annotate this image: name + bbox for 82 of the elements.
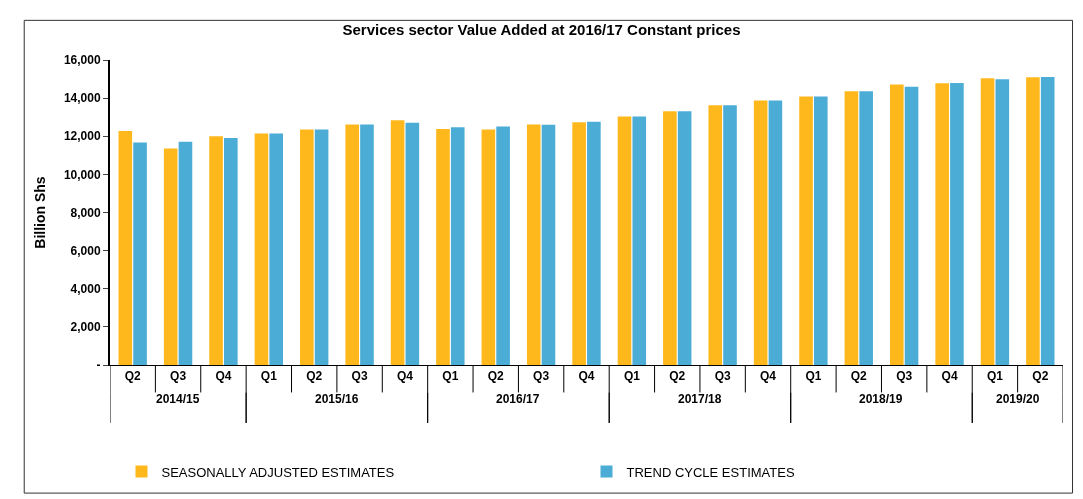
bar — [904, 86, 919, 365]
bar — [526, 124, 541, 365]
y-tick-label: 2,000 — [70, 320, 101, 335]
category-label: Q3 — [170, 369, 187, 384]
category-label: Q3 — [533, 369, 550, 384]
chart-title: Services sector Value Added at 2016/17 Constant prices — [342, 21, 741, 39]
bar — [133, 142, 147, 365]
bar — [178, 141, 193, 365]
bar — [269, 133, 284, 365]
bar — [995, 79, 1010, 365]
category-label: 2014/15 — [156, 392, 200, 406]
y-axis-title: Billion Shs — [32, 176, 48, 249]
category-label: Q4 — [760, 369, 777, 384]
category-label: Q3 — [714, 369, 731, 384]
y-tick-label: - — [96, 358, 101, 373]
bar — [360, 124, 374, 365]
bar — [300, 129, 314, 365]
y-tick-label: 16,000 — [63, 53, 101, 68]
y-tick-label: 4,000 — [70, 281, 101, 296]
category-label: Q1 — [442, 369, 459, 384]
category-label: Q2 — [124, 369, 141, 384]
bar — [723, 105, 737, 365]
bar — [405, 122, 420, 365]
bar — [254, 133, 269, 365]
legend-label: TREND CYCLE ESTIMATES — [626, 464, 795, 480]
bar — [889, 84, 904, 365]
bar — [677, 111, 692, 365]
bar — [980, 78, 995, 365]
category-label: Q2 — [1032, 369, 1049, 384]
bar — [541, 124, 556, 365]
category-label: Q3 — [896, 369, 913, 384]
category-label: Q1 — [260, 369, 277, 384]
bar — [663, 111, 677, 365]
bar — [118, 131, 133, 365]
y-tick-label: 6,000 — [70, 243, 101, 258]
bar — [163, 148, 178, 365]
category-label: 2017/18 — [678, 392, 722, 406]
bar — [859, 91, 873, 365]
bar — [450, 127, 465, 365]
y-tick-label: 8,000 — [70, 205, 101, 220]
category-label: Q2 — [850, 369, 867, 384]
category-label: 2016/17 — [496, 392, 540, 406]
bar — [768, 100, 783, 365]
category-label: Q1 — [623, 369, 640, 384]
bar — [224, 137, 238, 365]
bar — [708, 105, 723, 365]
bar — [496, 126, 510, 365]
category-label: 2018/19 — [859, 392, 903, 406]
bar — [587, 121, 601, 365]
bar — [617, 116, 632, 365]
bar — [209, 136, 223, 365]
bar — [844, 91, 859, 365]
category-label: Q2 — [669, 369, 686, 384]
bar — [935, 83, 949, 365]
category-label: Q2 — [487, 369, 504, 384]
category-label: Q4 — [215, 369, 232, 384]
y-tick-label: 10,000 — [63, 167, 101, 182]
bar — [572, 122, 586, 365]
bar — [813, 96, 828, 365]
bar — [345, 124, 360, 365]
bar — [753, 100, 768, 365]
bar — [390, 120, 405, 365]
bar — [436, 129, 450, 365]
bar — [632, 116, 647, 365]
category-label: Q4 — [941, 369, 958, 384]
category-label: Q4 — [396, 369, 413, 384]
y-tick-label: 12,000 — [63, 129, 101, 144]
category-label: Q1 — [805, 369, 822, 384]
category-label: 2019/20 — [996, 392, 1040, 406]
bar — [1040, 76, 1055, 365]
bar — [314, 129, 329, 365]
category-label: Q2 — [306, 369, 323, 384]
bar — [799, 96, 813, 365]
category-label: 2015/16 — [315, 392, 359, 406]
category-label: Q1 — [986, 369, 1003, 384]
y-tick-label: 14,000 — [63, 91, 101, 106]
bar — [481, 129, 496, 365]
bar — [950, 82, 964, 365]
category-label: Q3 — [351, 369, 368, 384]
bar — [1026, 77, 1040, 365]
category-label: Q4 — [578, 369, 595, 384]
legend-label: SEASONALLY ADJUSTED ESTIMATES — [161, 464, 395, 480]
